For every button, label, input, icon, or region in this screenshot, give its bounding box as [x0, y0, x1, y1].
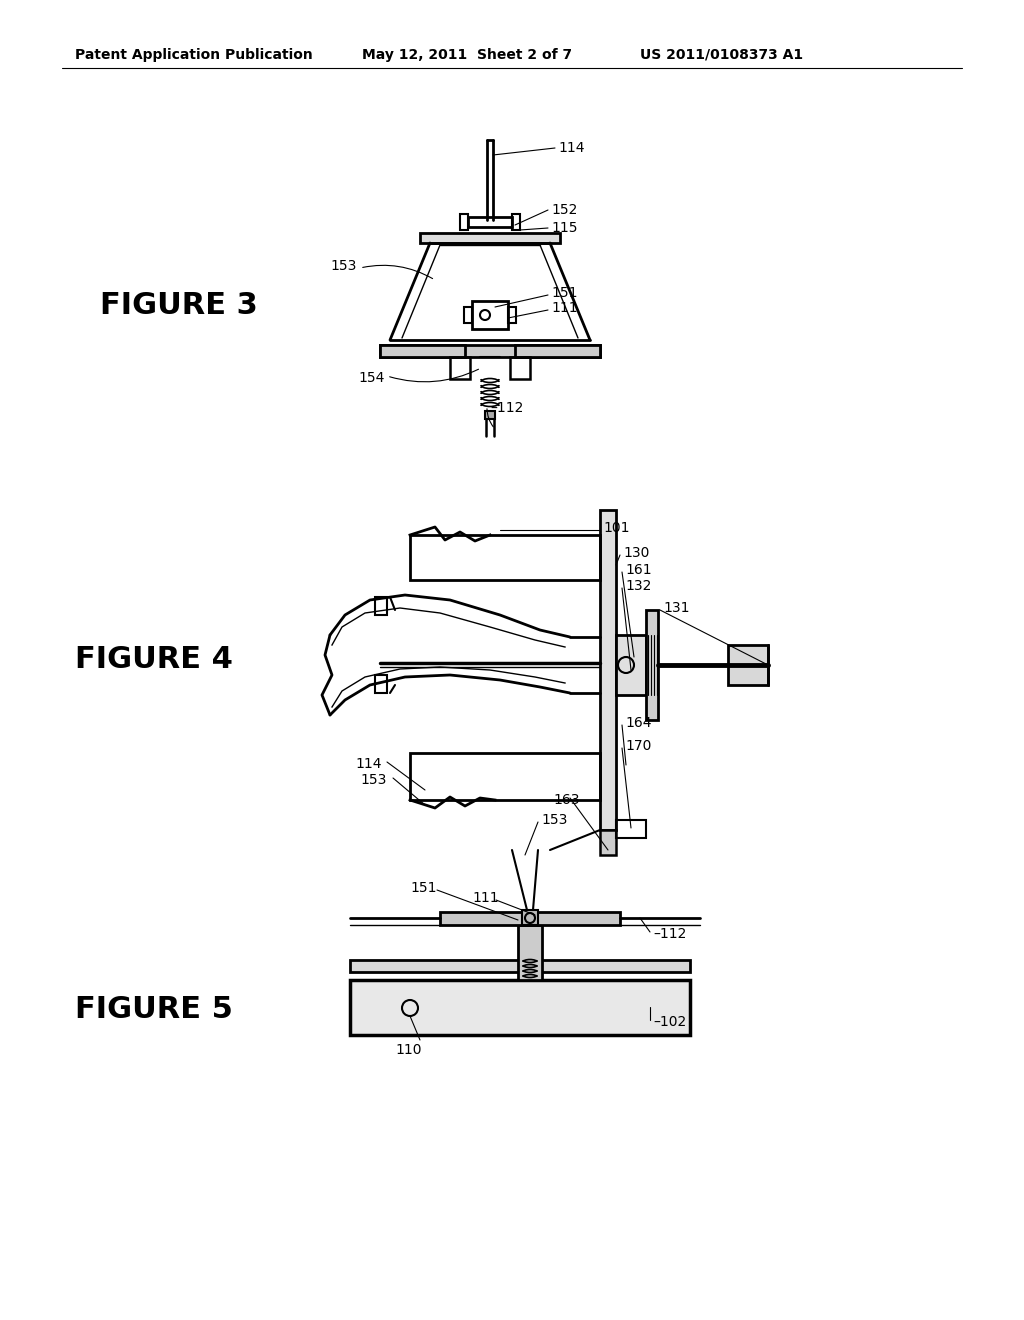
Bar — [616, 820, 646, 838]
Text: 111: 111 — [472, 891, 499, 906]
Bar — [380, 345, 600, 356]
Text: 163: 163 — [553, 793, 580, 807]
Text: FIGURE 5: FIGURE 5 — [75, 995, 232, 1024]
Text: 153: 153 — [541, 813, 567, 828]
Text: FIGURE 4: FIGURE 4 — [75, 645, 232, 675]
Bar — [728, 645, 768, 685]
Text: 153: 153 — [360, 774, 386, 787]
Bar — [515, 345, 600, 356]
Text: US 2011/0108373 A1: US 2011/0108373 A1 — [640, 48, 803, 62]
Bar — [380, 345, 465, 356]
Text: 164: 164 — [625, 715, 651, 730]
Text: 111: 111 — [551, 301, 578, 315]
Text: 101: 101 — [603, 521, 630, 535]
Bar — [350, 960, 690, 972]
Text: –112: –112 — [653, 927, 686, 941]
Bar — [464, 308, 472, 323]
Text: 114: 114 — [355, 756, 382, 771]
Bar — [410, 535, 600, 579]
Bar — [600, 510, 616, 830]
Bar — [440, 912, 620, 925]
Text: 152: 152 — [551, 203, 578, 216]
Bar — [600, 830, 616, 855]
Text: 153: 153 — [330, 259, 356, 273]
Text: 161: 161 — [625, 564, 651, 577]
Bar — [510, 356, 530, 379]
Text: 170: 170 — [625, 739, 651, 752]
Text: –102: –102 — [653, 1015, 686, 1030]
Text: 154: 154 — [358, 371, 384, 385]
Text: 131: 131 — [663, 601, 689, 615]
Bar — [375, 597, 387, 615]
Text: –112: –112 — [490, 401, 523, 414]
Bar — [485, 411, 495, 418]
Bar — [522, 909, 538, 925]
Text: 151: 151 — [410, 880, 436, 895]
Bar — [508, 308, 516, 323]
Text: Patent Application Publication: Patent Application Publication — [75, 48, 312, 62]
Bar — [616, 635, 646, 696]
Bar — [450, 356, 470, 379]
Bar — [460, 214, 468, 230]
Bar — [350, 979, 690, 1035]
Text: 110: 110 — [395, 1043, 422, 1057]
Bar — [512, 214, 520, 230]
Text: 130: 130 — [623, 546, 649, 560]
Text: 151: 151 — [551, 286, 578, 300]
Bar — [410, 752, 600, 800]
Bar — [518, 925, 542, 979]
Bar — [472, 301, 508, 329]
Bar — [468, 216, 512, 227]
Text: May 12, 2011  Sheet 2 of 7: May 12, 2011 Sheet 2 of 7 — [362, 48, 572, 62]
Bar — [420, 234, 560, 243]
Text: 115: 115 — [551, 220, 578, 235]
Text: 114: 114 — [558, 141, 585, 154]
Bar — [375, 675, 387, 693]
Text: FIGURE 3: FIGURE 3 — [100, 290, 258, 319]
Bar — [646, 610, 658, 719]
Text: 132: 132 — [625, 579, 651, 593]
